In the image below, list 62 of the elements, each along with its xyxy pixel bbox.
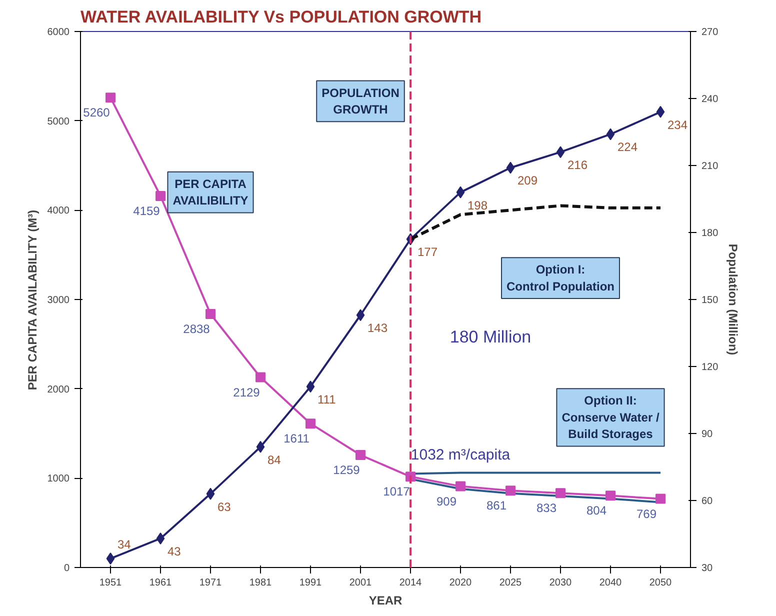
x-tick-label: 2030	[549, 578, 572, 588]
y2-axis-title: Population (Million)	[726, 244, 740, 356]
x-tick-label: 2020	[449, 578, 472, 588]
y2-tick-label: 180	[702, 228, 719, 239]
data-label: 833	[536, 501, 557, 516]
y2-tick-label: 30	[702, 563, 714, 574]
data-label: 111	[318, 392, 336, 407]
x-tick-label: 2040	[599, 578, 622, 588]
annotation: Option I: Control Population	[506, 262, 614, 294]
y-tick-label: 3000	[47, 295, 70, 306]
y2-tick-label: 270	[702, 27, 719, 38]
data-label: 143	[368, 321, 388, 336]
annotation: Option II: Conserve Water / Build Storages	[562, 394, 660, 442]
data-label: 804	[586, 504, 607, 518]
x-tick-label: 1981	[249, 578, 272, 588]
x-tick-label: 2014	[399, 578, 422, 588]
data-label: 43	[168, 544, 182, 558]
data-label: 198	[468, 198, 488, 212]
x-tick-label: 1971	[199, 578, 222, 588]
y-tick-label: 6000	[47, 27, 70, 38]
y-tick-label: 2000	[47, 384, 70, 396]
y-axis-title: PER CAPITA AVAILABILITY (M³)	[25, 210, 40, 390]
x-tick-label: 2001	[349, 578, 372, 588]
y2-tick-label: 60	[702, 496, 714, 507]
x-tick-label: 1991	[299, 578, 322, 588]
data-label: 861	[486, 498, 507, 513]
annotation: 180 Million	[450, 328, 532, 347]
data-label: 2838	[183, 322, 210, 336]
data-label: 34	[118, 538, 132, 552]
data-label: 1017	[383, 484, 410, 499]
y-tick-label: 5000	[47, 116, 70, 128]
annotation: 1032 m³/capita	[410, 446, 511, 464]
y-tick-label: 4000	[47, 206, 70, 217]
x-tick-label: 2025	[499, 578, 522, 588]
y-tick-label: 0	[64, 563, 70, 574]
y2-tick-label: 240	[702, 94, 719, 105]
y2-tick-label: 90	[702, 429, 714, 440]
x-tick-label: 2050	[649, 578, 672, 588]
data-label: 5260	[83, 106, 110, 120]
data-label: 84	[268, 452, 282, 467]
data-label: 4159	[133, 204, 160, 218]
data-label: 234	[668, 118, 688, 132]
data-label: 909	[436, 494, 457, 508]
chart-title: WATER AVAILABILITY Vs POPULATION GROWTH	[80, 8, 482, 26]
data-label: 216	[568, 158, 588, 172]
data-label: 769	[636, 506, 657, 521]
x-tick-label: 1951	[99, 578, 122, 588]
data-label: 63	[218, 500, 232, 514]
annotation: PER CAPITA AVAILIBILITY	[172, 176, 248, 208]
annotation: POPULATION GROWTH	[322, 86, 400, 117]
x-tick-label: 1961	[149, 578, 172, 588]
y2-tick-label: 210	[702, 161, 719, 172]
data-label: 2129	[233, 385, 260, 400]
y2-tick-label: 150	[702, 295, 719, 306]
data-label: 1611	[284, 432, 310, 446]
data-label: 209	[518, 174, 538, 188]
data-label: 177	[418, 245, 438, 260]
x-axis-title: YEAR	[368, 594, 403, 608]
data-label: 224	[618, 140, 638, 154]
data-label: 1259	[333, 463, 360, 478]
y2-tick-label: 120	[702, 362, 719, 373]
y-tick-label: 1000	[47, 474, 70, 485]
